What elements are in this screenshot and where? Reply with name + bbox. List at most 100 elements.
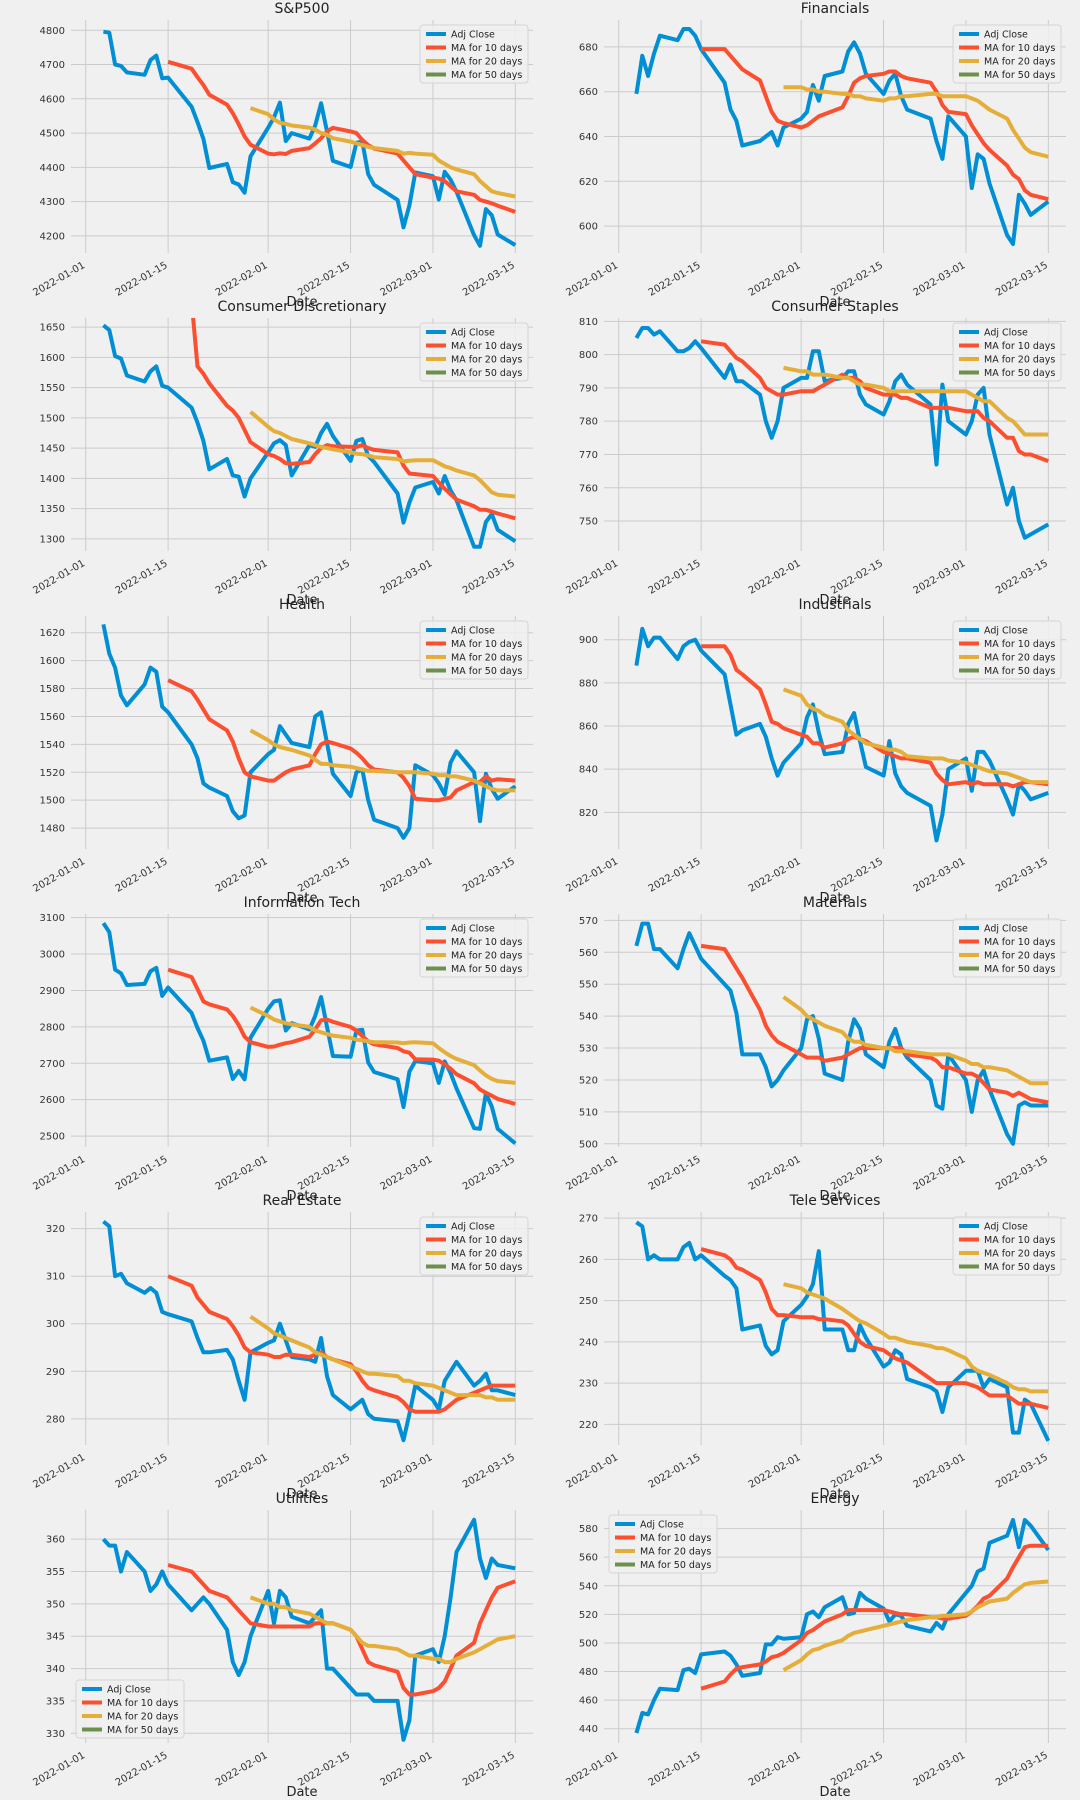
- y-tick-label: 350: [46, 1599, 65, 1610]
- legend-label: MA for 50 days: [984, 964, 1055, 975]
- x-tick-label: 2022-01-15: [647, 558, 703, 597]
- y-tick-label: 770: [579, 450, 598, 461]
- y-tick-label: 4700: [40, 60, 65, 71]
- chart-title: Industrials: [799, 597, 872, 613]
- legend-box: [419, 620, 529, 680]
- x-tick-label: 2022-01-01: [31, 1452, 87, 1491]
- x-tick-label: 2022-01-15: [114, 1154, 170, 1193]
- x-axis-label: Date: [819, 593, 850, 608]
- y-tick-label: 1350: [40, 504, 65, 515]
- x-axis-label: Date: [819, 1487, 850, 1502]
- y-tick-label: 540: [579, 1012, 598, 1023]
- chart-panel: Consumer Staples 750 760 770 780 790 800 810 202…: [564, 299, 1066, 608]
- chart-title: Consumer Staples: [771, 299, 898, 315]
- y-tick-label: 760: [579, 483, 598, 494]
- legend-label: Adj Close: [107, 1684, 151, 1695]
- y-tick-label: 790: [579, 383, 598, 394]
- legend-label: MA for 20 days: [451, 354, 522, 365]
- x-tick-label: 2022-03-01: [912, 260, 968, 299]
- y-tick-label: 820: [579, 808, 598, 819]
- y-tick-label: 560: [579, 1553, 598, 1564]
- x-tick-label: 2022-01-01: [31, 856, 87, 895]
- series-line-adj-close: [101, 624, 517, 840]
- y-tick-label: 345: [46, 1632, 65, 1643]
- series-line-ma-20: [782, 687, 1049, 785]
- series-line-ma-10: [700, 1247, 1049, 1410]
- x-tick-label: 2022-03-15: [994, 856, 1050, 895]
- chart-title: Information Tech: [244, 895, 361, 911]
- legend: Adj Close MA for 10 days MA for 20 days MA …: [419, 1216, 529, 1276]
- x-tick-label: 2022-03-01: [379, 856, 435, 895]
- legend: Adj Close MA for 10 days MA for 20 days MA …: [419, 322, 529, 382]
- legend-label: MA for 10 days: [451, 937, 522, 948]
- x-tick-label: 2022-01-01: [564, 260, 620, 299]
- x-tick-label: 2022-03-15: [461, 558, 517, 597]
- x-axis-label: Date: [286, 295, 317, 310]
- x-tick-label: 2022-01-01: [564, 1154, 620, 1193]
- legend-label: MA for 50 days: [451, 964, 522, 975]
- y-tick-label: 880: [579, 678, 598, 689]
- series-line-ma-20: [249, 1005, 516, 1085]
- y-tick-label: 1500: [40, 796, 65, 807]
- y-tick-label: 300: [46, 1319, 65, 1330]
- y-tick-label: 460: [579, 1696, 598, 1707]
- chart-title: Consumer Discretionary: [218, 299, 387, 315]
- legend-label: Adj Close: [640, 1519, 684, 1530]
- y-tick-label: 335: [46, 1696, 65, 1707]
- y-tick-label: 220: [579, 1420, 598, 1431]
- y-tick-label: 1620: [40, 628, 65, 639]
- x-tick-label: 2022-03-15: [994, 260, 1050, 299]
- y-tick-label: 800: [579, 350, 598, 361]
- series-line-ma-10: [167, 967, 516, 1106]
- y-tick-label: 260: [579, 1255, 598, 1266]
- x-tick-label: 2022-02-01: [747, 558, 803, 597]
- legend-label: MA for 50 days: [984, 666, 1055, 677]
- legend-box: [952, 620, 1062, 680]
- legend-label: MA for 20 days: [640, 1546, 711, 1557]
- x-tick-label: 2022-03-15: [994, 558, 1050, 597]
- legend: Adj Close MA for 10 days MA for 20 days MA …: [75, 1679, 185, 1739]
- y-tick-label: 560: [579, 948, 598, 959]
- x-tick-label: 2022-01-01: [564, 558, 620, 597]
- legend-box: [952, 24, 1062, 84]
- chart-panel: Consumer Discretionary 1300 1350 1400 1450 15…: [31, 299, 533, 608]
- legend-label: MA for 10 days: [984, 43, 1055, 54]
- series-line-adj-close: [101, 1517, 516, 1742]
- x-tick-label: 2022-02-01: [747, 1750, 803, 1789]
- y-tick-label: 1400: [40, 474, 65, 485]
- legend-label: Adj Close: [451, 1221, 495, 1232]
- legend-box: [419, 918, 529, 978]
- y-tick-label: 520: [579, 1075, 598, 1086]
- y-tick-label: 1520: [40, 768, 65, 779]
- legend-label: MA for 10 days: [984, 639, 1055, 650]
- y-tick-label: 1580: [40, 684, 65, 695]
- series-line-ma-20: [249, 106, 516, 199]
- legend-label: Adj Close: [451, 29, 495, 40]
- y-tick-label: 440: [579, 1724, 598, 1735]
- x-tick-label: 2022-02-01: [214, 260, 270, 299]
- series-line-ma-10: [700, 339, 1050, 463]
- y-tick-label: 2600: [40, 1095, 65, 1106]
- y-tick-label: 780: [579, 417, 598, 428]
- x-tick-label: 2022-03-15: [994, 1154, 1050, 1193]
- legend-label: Adj Close: [984, 1221, 1028, 1232]
- x-tick-label: 2022-03-15: [994, 1452, 1050, 1491]
- legend-box: [608, 1514, 718, 1574]
- x-tick-label: 2022-02-15: [296, 856, 352, 895]
- chart-panel: Materials 500 510 520 530 540 550 560 570 2022-01…: [564, 895, 1066, 1204]
- series-line-ma-20: [249, 728, 516, 793]
- x-tick-label: 2022-01-01: [31, 1154, 87, 1193]
- legend-box: [952, 918, 1062, 978]
- x-tick-label: 2022-01-15: [647, 260, 703, 299]
- y-tick-label: 500: [579, 1139, 598, 1150]
- series-line-adj-close: [102, 1219, 516, 1443]
- series-line-ma-10: [191, 318, 516, 521]
- x-axis-label: Date: [286, 891, 317, 906]
- legend-label: MA for 20 days: [984, 56, 1055, 67]
- x-axis-label: Date: [819, 295, 850, 310]
- chart-panel: S&P500 4200 4300 4400 4500 4600 4700 4800 2022-0…: [31, 1, 533, 310]
- chart-title: Financials: [801, 1, 870, 17]
- x-tick-label: 2022-03-01: [912, 1750, 968, 1789]
- x-tick-label: 2022-03-15: [461, 856, 517, 895]
